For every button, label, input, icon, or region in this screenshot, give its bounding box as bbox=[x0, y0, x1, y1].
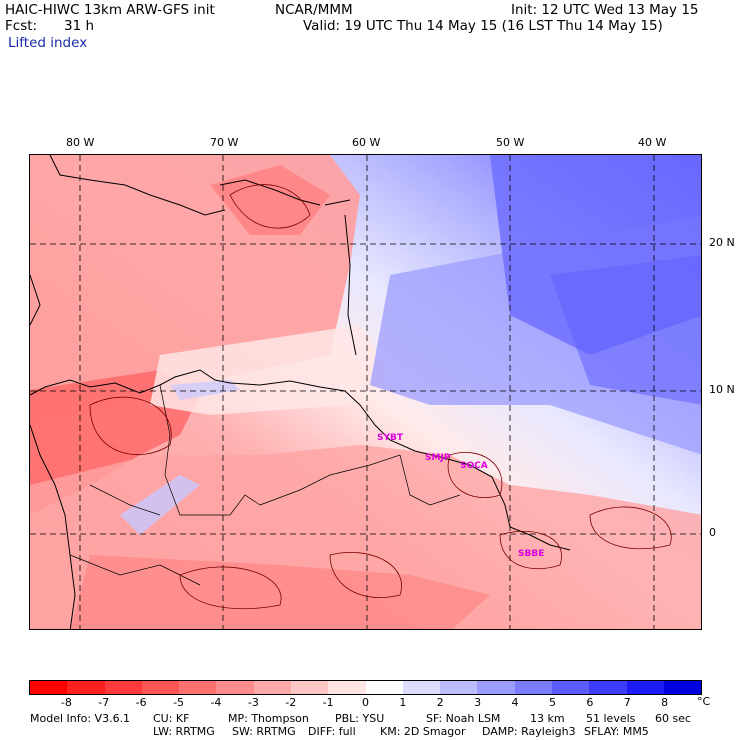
org-label: NCAR/MMM bbox=[275, 2, 353, 18]
colorbar-tick-label: -8 bbox=[60, 696, 72, 709]
colorbar-tick-label: 1 bbox=[399, 696, 407, 709]
colorbar-tick-label: 5 bbox=[548, 696, 556, 709]
lat-label-10n: 10 N bbox=[709, 383, 735, 396]
blue-streak-andes bbox=[120, 475, 200, 535]
colorbar-swatch bbox=[365, 681, 403, 694]
colorbar-swatch bbox=[663, 681, 702, 694]
colorbar-swatch bbox=[30, 681, 68, 694]
colorbar-tick-label: 4 bbox=[511, 696, 519, 709]
lon-label-40w: 40 W bbox=[638, 136, 667, 149]
colorbar-tick-label: 8 bbox=[661, 696, 669, 709]
model-info: Model Info: V3.6.1 bbox=[30, 712, 131, 725]
colorbar-swatch bbox=[402, 681, 441, 694]
km-scheme: KM: 2D Smagor bbox=[380, 725, 466, 738]
colorbar-swatch bbox=[477, 681, 515, 694]
map-svg bbox=[30, 155, 701, 629]
lat-label-20n: 20 N bbox=[709, 236, 735, 249]
fcst-value: 31 h bbox=[64, 18, 95, 34]
colorbar-swatch bbox=[290, 681, 329, 694]
coastlines bbox=[30, 155, 571, 629]
levels: 51 levels bbox=[586, 712, 636, 725]
lon-label-80w: 80 W bbox=[66, 136, 95, 149]
colorbar-tick-label: -7 bbox=[98, 696, 110, 709]
colorbar-tick-label: -6 bbox=[135, 696, 147, 709]
lon-label-60w: 60 W bbox=[352, 136, 381, 149]
colorbar-tick-label: 2 bbox=[436, 696, 444, 709]
init-time: Init: 12 UTC Wed 13 May 15 bbox=[511, 2, 699, 18]
colorbar-swatch bbox=[216, 681, 254, 694]
colorbar-swatch bbox=[104, 681, 142, 694]
resolution: 13 km bbox=[530, 712, 565, 725]
colorbar-swatch bbox=[514, 681, 552, 694]
sw-scheme: SW: RRTMG bbox=[232, 725, 296, 738]
field-name: Lifted index bbox=[8, 35, 88, 51]
colorbar-tick-label: -3 bbox=[247, 696, 259, 709]
colorbar-tick-label: 3 bbox=[474, 696, 482, 709]
colorbar-tick-label: -2 bbox=[285, 696, 297, 709]
lon-label-50w: 50 W bbox=[496, 136, 525, 149]
colorbar-tick-label: -4 bbox=[210, 696, 222, 709]
sflay-scheme: SFLAY: MM5 bbox=[584, 725, 649, 738]
valid-time: Valid: 19 UTC Thu 14 May 15 (16 LST Thu … bbox=[303, 18, 663, 34]
colorbar-swatch bbox=[589, 681, 627, 694]
colorbar-unit: °C bbox=[697, 695, 711, 708]
sf-scheme: SF: Noah LSM bbox=[426, 712, 501, 725]
station-label-sbbe: SBBE bbox=[518, 549, 545, 559]
colorbar-swatch bbox=[67, 681, 105, 694]
lat-lon-grid bbox=[30, 155, 701, 629]
colorbar-tick-label: -5 bbox=[173, 696, 185, 709]
colorbar-tick-label: 0 bbox=[362, 696, 369, 709]
colorbar-tick-label: 6 bbox=[586, 696, 594, 709]
lon-label-70w: 70 W bbox=[210, 136, 239, 149]
timestep: 60 sec bbox=[655, 712, 692, 725]
cu-scheme: CU: KF bbox=[153, 712, 190, 725]
colorbar-swatch bbox=[179, 681, 217, 694]
colorbar-swatch bbox=[626, 681, 664, 694]
blue-region-east bbox=[550, 255, 701, 405]
contours bbox=[89, 184, 672, 610]
fcst-label: Fcst: bbox=[5, 18, 38, 34]
lat-label-0: 0 bbox=[709, 526, 716, 539]
colorbar-swatch bbox=[253, 681, 291, 694]
model-title: HAIC-HIWC 13km ARW-GFS init bbox=[5, 2, 215, 18]
damp-scheme: DAMP: Rayleigh3 bbox=[482, 725, 576, 738]
diff-scheme: DIFF: full bbox=[308, 725, 356, 738]
station-label-sybt: SYBT bbox=[377, 433, 403, 443]
colorbar-swatch bbox=[440, 681, 478, 694]
blue-streak-caribbean bbox=[170, 380, 240, 400]
station-label-soca: SOCA bbox=[460, 461, 488, 471]
colorbar-swatch bbox=[551, 681, 590, 694]
colorbar-tick-label: -1 bbox=[322, 696, 334, 709]
colorbar-tick-label: 7 bbox=[623, 696, 631, 709]
colorbar bbox=[29, 680, 702, 695]
colorbar-swatch bbox=[328, 681, 366, 694]
colorbar-swatch bbox=[141, 681, 180, 694]
lifted-index-map: SYBT SMJP SOCA SBBE bbox=[29, 154, 702, 630]
borders bbox=[69, 384, 461, 586]
station-label-smjp: SMJP bbox=[425, 453, 451, 463]
lw-scheme: LW: RRTMG bbox=[153, 725, 215, 738]
pbl-scheme: PBL: YSU bbox=[335, 712, 385, 725]
red-region-hispaniola bbox=[210, 165, 330, 235]
mp-scheme: MP: Thompson bbox=[228, 712, 309, 725]
